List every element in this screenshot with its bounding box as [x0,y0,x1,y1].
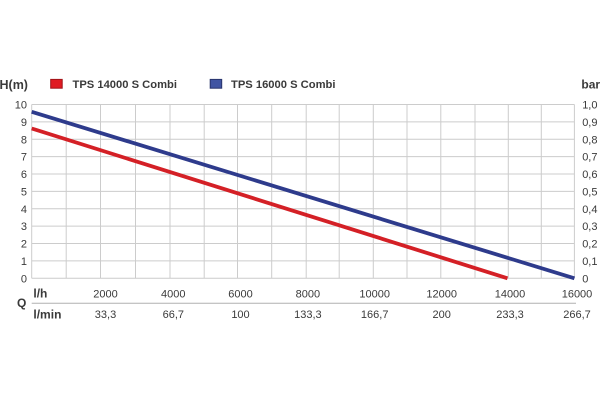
svg-text:3: 3 [21,221,27,233]
svg-text:266,7: 266,7 [563,309,591,321]
svg-text:100: 100 [231,309,249,321]
svg-text:1: 1 [21,256,27,268]
svg-text:0,3: 0,3 [582,221,597,233]
svg-text:0,8: 0,8 [582,134,597,146]
svg-text:0: 0 [582,273,588,285]
svg-text:0,1: 0,1 [582,256,597,268]
svg-text:2: 2 [21,239,27,251]
svg-text:0,6: 0,6 [582,169,597,181]
svg-text:9: 9 [21,117,27,129]
svg-text:5: 5 [21,186,27,198]
svg-text:0: 0 [21,273,27,285]
svg-text:8: 8 [21,134,27,146]
svg-text:200: 200 [433,309,451,321]
svg-text:TPS 14000 S Combi: TPS 14000 S Combi [73,79,177,91]
svg-text:10000: 10000 [359,288,390,300]
svg-text:7: 7 [21,152,27,164]
svg-text:l/h: l/h [33,286,47,300]
svg-text:Q: Q [17,296,26,310]
svg-text:14000: 14000 [495,288,526,300]
svg-text:0,7: 0,7 [582,152,597,164]
svg-text:12000: 12000 [426,288,457,300]
svg-text:bar: bar [581,78,600,92]
svg-text:66,7: 66,7 [163,309,184,321]
svg-text:0,5: 0,5 [582,186,597,198]
svg-text:33,3: 33,3 [95,309,116,321]
svg-text:8000: 8000 [296,288,320,300]
svg-text:l/min: l/min [33,307,61,321]
svg-text:233,3: 233,3 [496,309,524,321]
svg-text:0,9: 0,9 [582,117,597,129]
svg-text:TPS 16000 S Combi: TPS 16000 S Combi [231,79,335,91]
svg-text:10: 10 [15,100,27,112]
svg-text:4000: 4000 [161,288,185,300]
svg-text:6: 6 [21,169,27,181]
svg-text:H(m): H(m) [0,78,28,92]
svg-text:0,2: 0,2 [582,239,597,251]
svg-text:1,0: 1,0 [582,100,597,112]
svg-text:133,3: 133,3 [294,309,322,321]
svg-text:0,4: 0,4 [582,204,597,216]
svg-text:6000: 6000 [228,288,252,300]
svg-text:166,7: 166,7 [361,309,389,321]
svg-text:16000: 16000 [562,288,593,300]
svg-text:2000: 2000 [93,288,117,300]
svg-text:4: 4 [21,204,27,216]
